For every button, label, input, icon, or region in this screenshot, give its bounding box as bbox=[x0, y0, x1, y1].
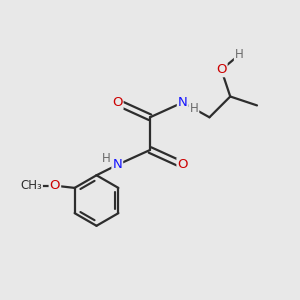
Text: N: N bbox=[112, 158, 122, 171]
Text: O: O bbox=[50, 179, 60, 192]
Text: CH₃: CH₃ bbox=[20, 179, 42, 192]
Text: O: O bbox=[216, 63, 226, 76]
Text: H: H bbox=[235, 48, 244, 62]
Text: O: O bbox=[112, 96, 123, 109]
Text: N: N bbox=[178, 96, 188, 109]
Text: O: O bbox=[177, 158, 188, 171]
Text: H: H bbox=[190, 103, 198, 116]
Text: H: H bbox=[102, 152, 110, 165]
